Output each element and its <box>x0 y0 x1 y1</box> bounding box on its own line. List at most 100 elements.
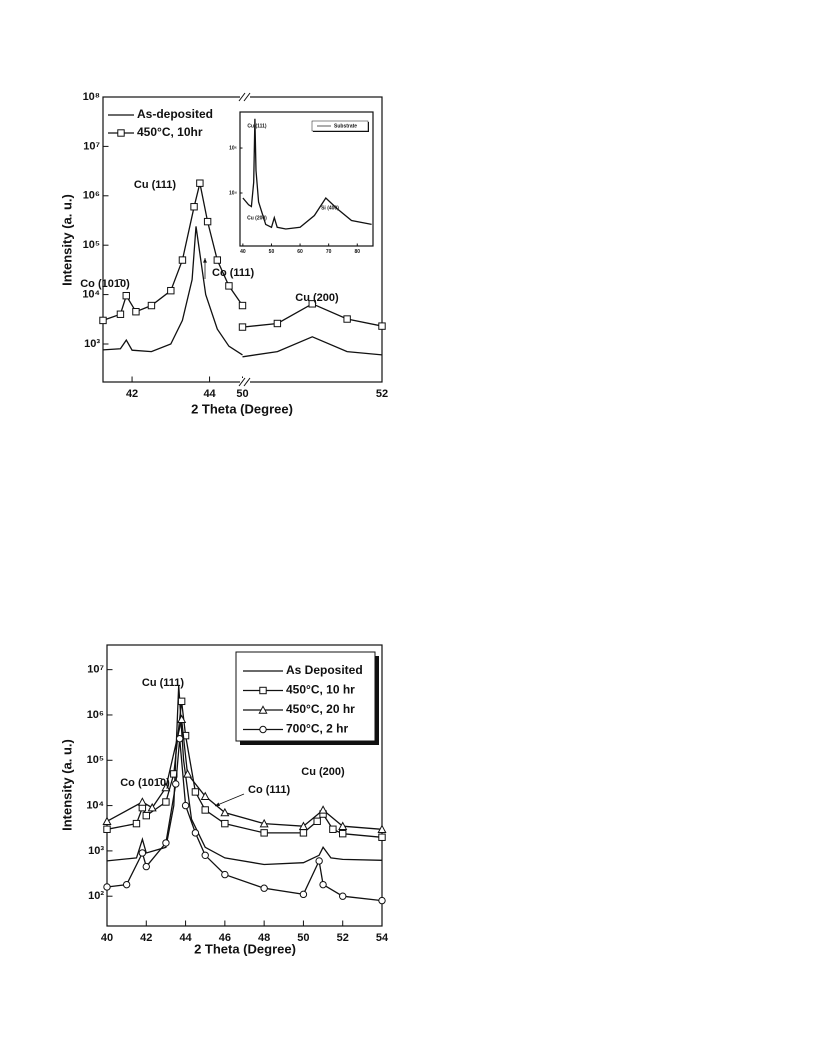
series-line <box>102 226 243 356</box>
annotation: Co (111) <box>248 784 291 796</box>
marker <box>175 734 184 743</box>
marker <box>220 807 230 817</box>
marker <box>238 301 247 310</box>
x-tick-label: 42 <box>126 388 138 400</box>
marker <box>259 686 267 695</box>
marker <box>177 697 186 706</box>
marker <box>259 725 267 734</box>
y-tick-label: 10³ <box>88 845 104 857</box>
marker <box>103 883 111 891</box>
marker <box>299 829 308 837</box>
annotation: Co (101̄0) <box>80 278 130 290</box>
marker <box>162 839 170 847</box>
y-tick-label: 10⁴ <box>82 288 100 300</box>
annotation: Cu (200) <box>301 766 345 778</box>
legend-label: 450°C, 10 hr <box>286 683 355 697</box>
marker <box>298 821 308 830</box>
marker <box>116 310 125 318</box>
x-tick-label: 50 <box>236 388 248 400</box>
break-mark <box>238 92 246 102</box>
legend-label: As Deposited <box>286 663 363 677</box>
marker <box>221 870 229 879</box>
marker <box>181 801 190 810</box>
series-line <box>106 738 383 902</box>
annotation: Cu (200) <box>295 292 339 304</box>
annotation: Cu (111) <box>142 677 185 689</box>
plot-frame <box>106 644 383 927</box>
legend-label: As-deposited <box>137 107 213 121</box>
annotation: Co (111) <box>212 267 255 279</box>
marker <box>339 892 347 900</box>
annotation: Cu (200) <box>247 215 267 221</box>
y-tick-label: 10³ <box>84 338 100 350</box>
marker <box>343 315 351 323</box>
marker <box>315 857 323 865</box>
marker <box>142 811 150 820</box>
y-tick-label: 10⁷ <box>83 140 100 152</box>
x-tick-label: 52 <box>376 388 388 400</box>
marker <box>122 880 131 889</box>
marker <box>259 818 269 828</box>
axis-break <box>238 92 251 387</box>
x-tick-label: 48 <box>258 932 270 944</box>
x-tick-label: 50 <box>297 932 309 944</box>
marker <box>299 890 308 899</box>
marker <box>117 129 125 137</box>
marker <box>329 825 337 833</box>
marker <box>318 805 328 814</box>
marker <box>190 203 198 211</box>
marker <box>178 256 187 264</box>
marker <box>132 308 140 316</box>
marker <box>338 821 348 830</box>
legend-box <box>311 120 369 132</box>
arrow-head <box>215 802 220 807</box>
marker <box>201 851 209 859</box>
marker <box>313 817 321 825</box>
x-tick-label: 44 <box>179 932 192 944</box>
y-tick-label: 10⁴ <box>86 799 104 811</box>
marker <box>102 816 112 825</box>
marker <box>161 782 171 792</box>
y-tick-label: 10⁷ <box>87 664 104 676</box>
inset-background <box>240 112 373 246</box>
x-tick-label: 52 <box>337 932 349 944</box>
marker <box>196 179 204 187</box>
x-tick-label: 40 <box>101 932 113 944</box>
break-mark <box>238 377 246 387</box>
marker <box>213 256 222 264</box>
marker <box>200 791 210 801</box>
break-mark <box>243 377 251 387</box>
marker <box>238 323 247 331</box>
marker <box>172 780 180 788</box>
marker <box>181 731 190 740</box>
marker <box>319 880 327 889</box>
break-gap <box>240 378 250 386</box>
marker <box>183 769 193 778</box>
y-tick-label: 10⁴ <box>229 190 238 196</box>
marker <box>167 286 175 295</box>
arrow-head <box>203 258 207 263</box>
y-axis-label: Intensity (a. u.) <box>59 194 74 286</box>
annotation: Si (400) <box>321 205 339 211</box>
legend-label: 450°C, 10hr <box>137 125 203 139</box>
annotation-arrow <box>214 793 245 807</box>
marker <box>147 301 156 310</box>
marker <box>122 291 130 300</box>
marker <box>103 825 111 833</box>
marker <box>177 714 187 724</box>
series-line <box>242 118 372 230</box>
legend-box <box>235 651 376 742</box>
marker <box>147 802 157 812</box>
plot-frame <box>239 111 374 247</box>
x-tick-label: 70 <box>326 249 332 255</box>
x-axis-label: 2 Theta (Degree) <box>194 941 296 956</box>
marker <box>142 862 150 871</box>
marker <box>378 833 386 841</box>
marker <box>221 819 229 828</box>
x-tick-label: 46 <box>219 932 231 944</box>
marker <box>132 819 141 828</box>
break-gap <box>240 93 250 101</box>
annotation: Cu (111) <box>247 123 267 129</box>
marker <box>308 300 316 308</box>
